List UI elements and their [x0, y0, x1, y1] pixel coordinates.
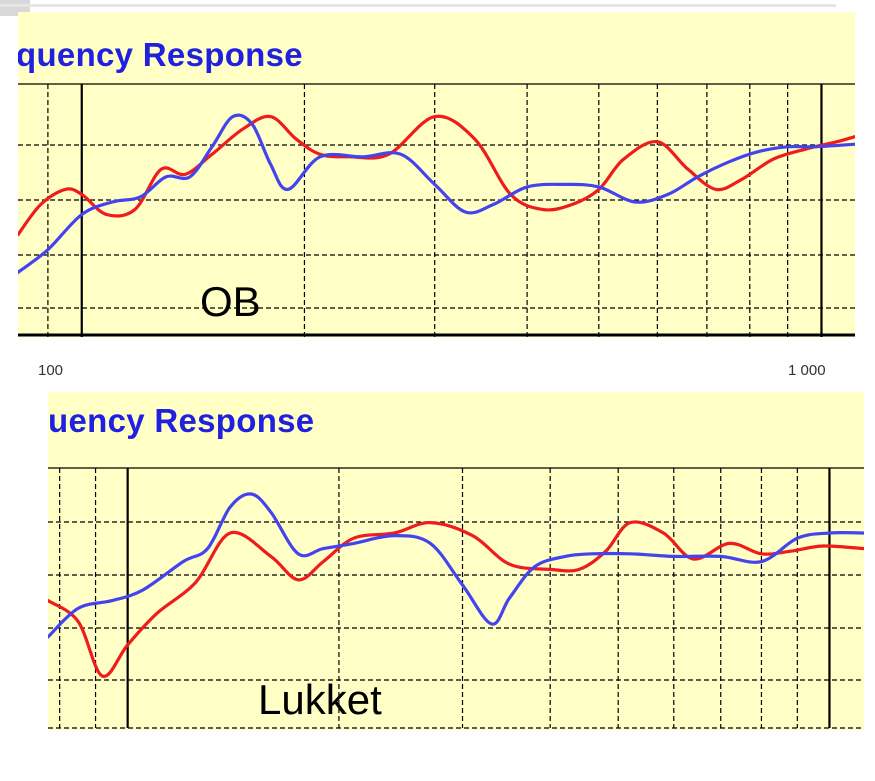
- series-line-red: [18, 114, 855, 237]
- annotation-lukket: Lukket: [258, 676, 382, 723]
- panel-separator: [0, 382, 875, 392]
- x-tick-label-100: 100: [38, 362, 64, 379]
- plot-area-ob: [18, 83, 855, 382]
- series-line-blue: [18, 113, 855, 274]
- chart-title-lukket: uency Response: [48, 402, 315, 439]
- top-edge-line: [0, 4, 836, 7]
- x-axis-label-band: [18, 337, 855, 382]
- chart-panel-lukket: uency Response Lukket: [48, 392, 864, 730]
- series-line-blue: [48, 492, 864, 639]
- x-tick-label-1000: 1 000: [788, 362, 826, 379]
- series-line-red: [48, 520, 864, 678]
- plot-area-lukket: [48, 467, 864, 729]
- annotation-ob: OB: [200, 278, 261, 325]
- chart-title-ob: quency Response: [18, 36, 303, 73]
- chart-panel-ob: quency Response OB 100 1 000: [18, 12, 855, 382]
